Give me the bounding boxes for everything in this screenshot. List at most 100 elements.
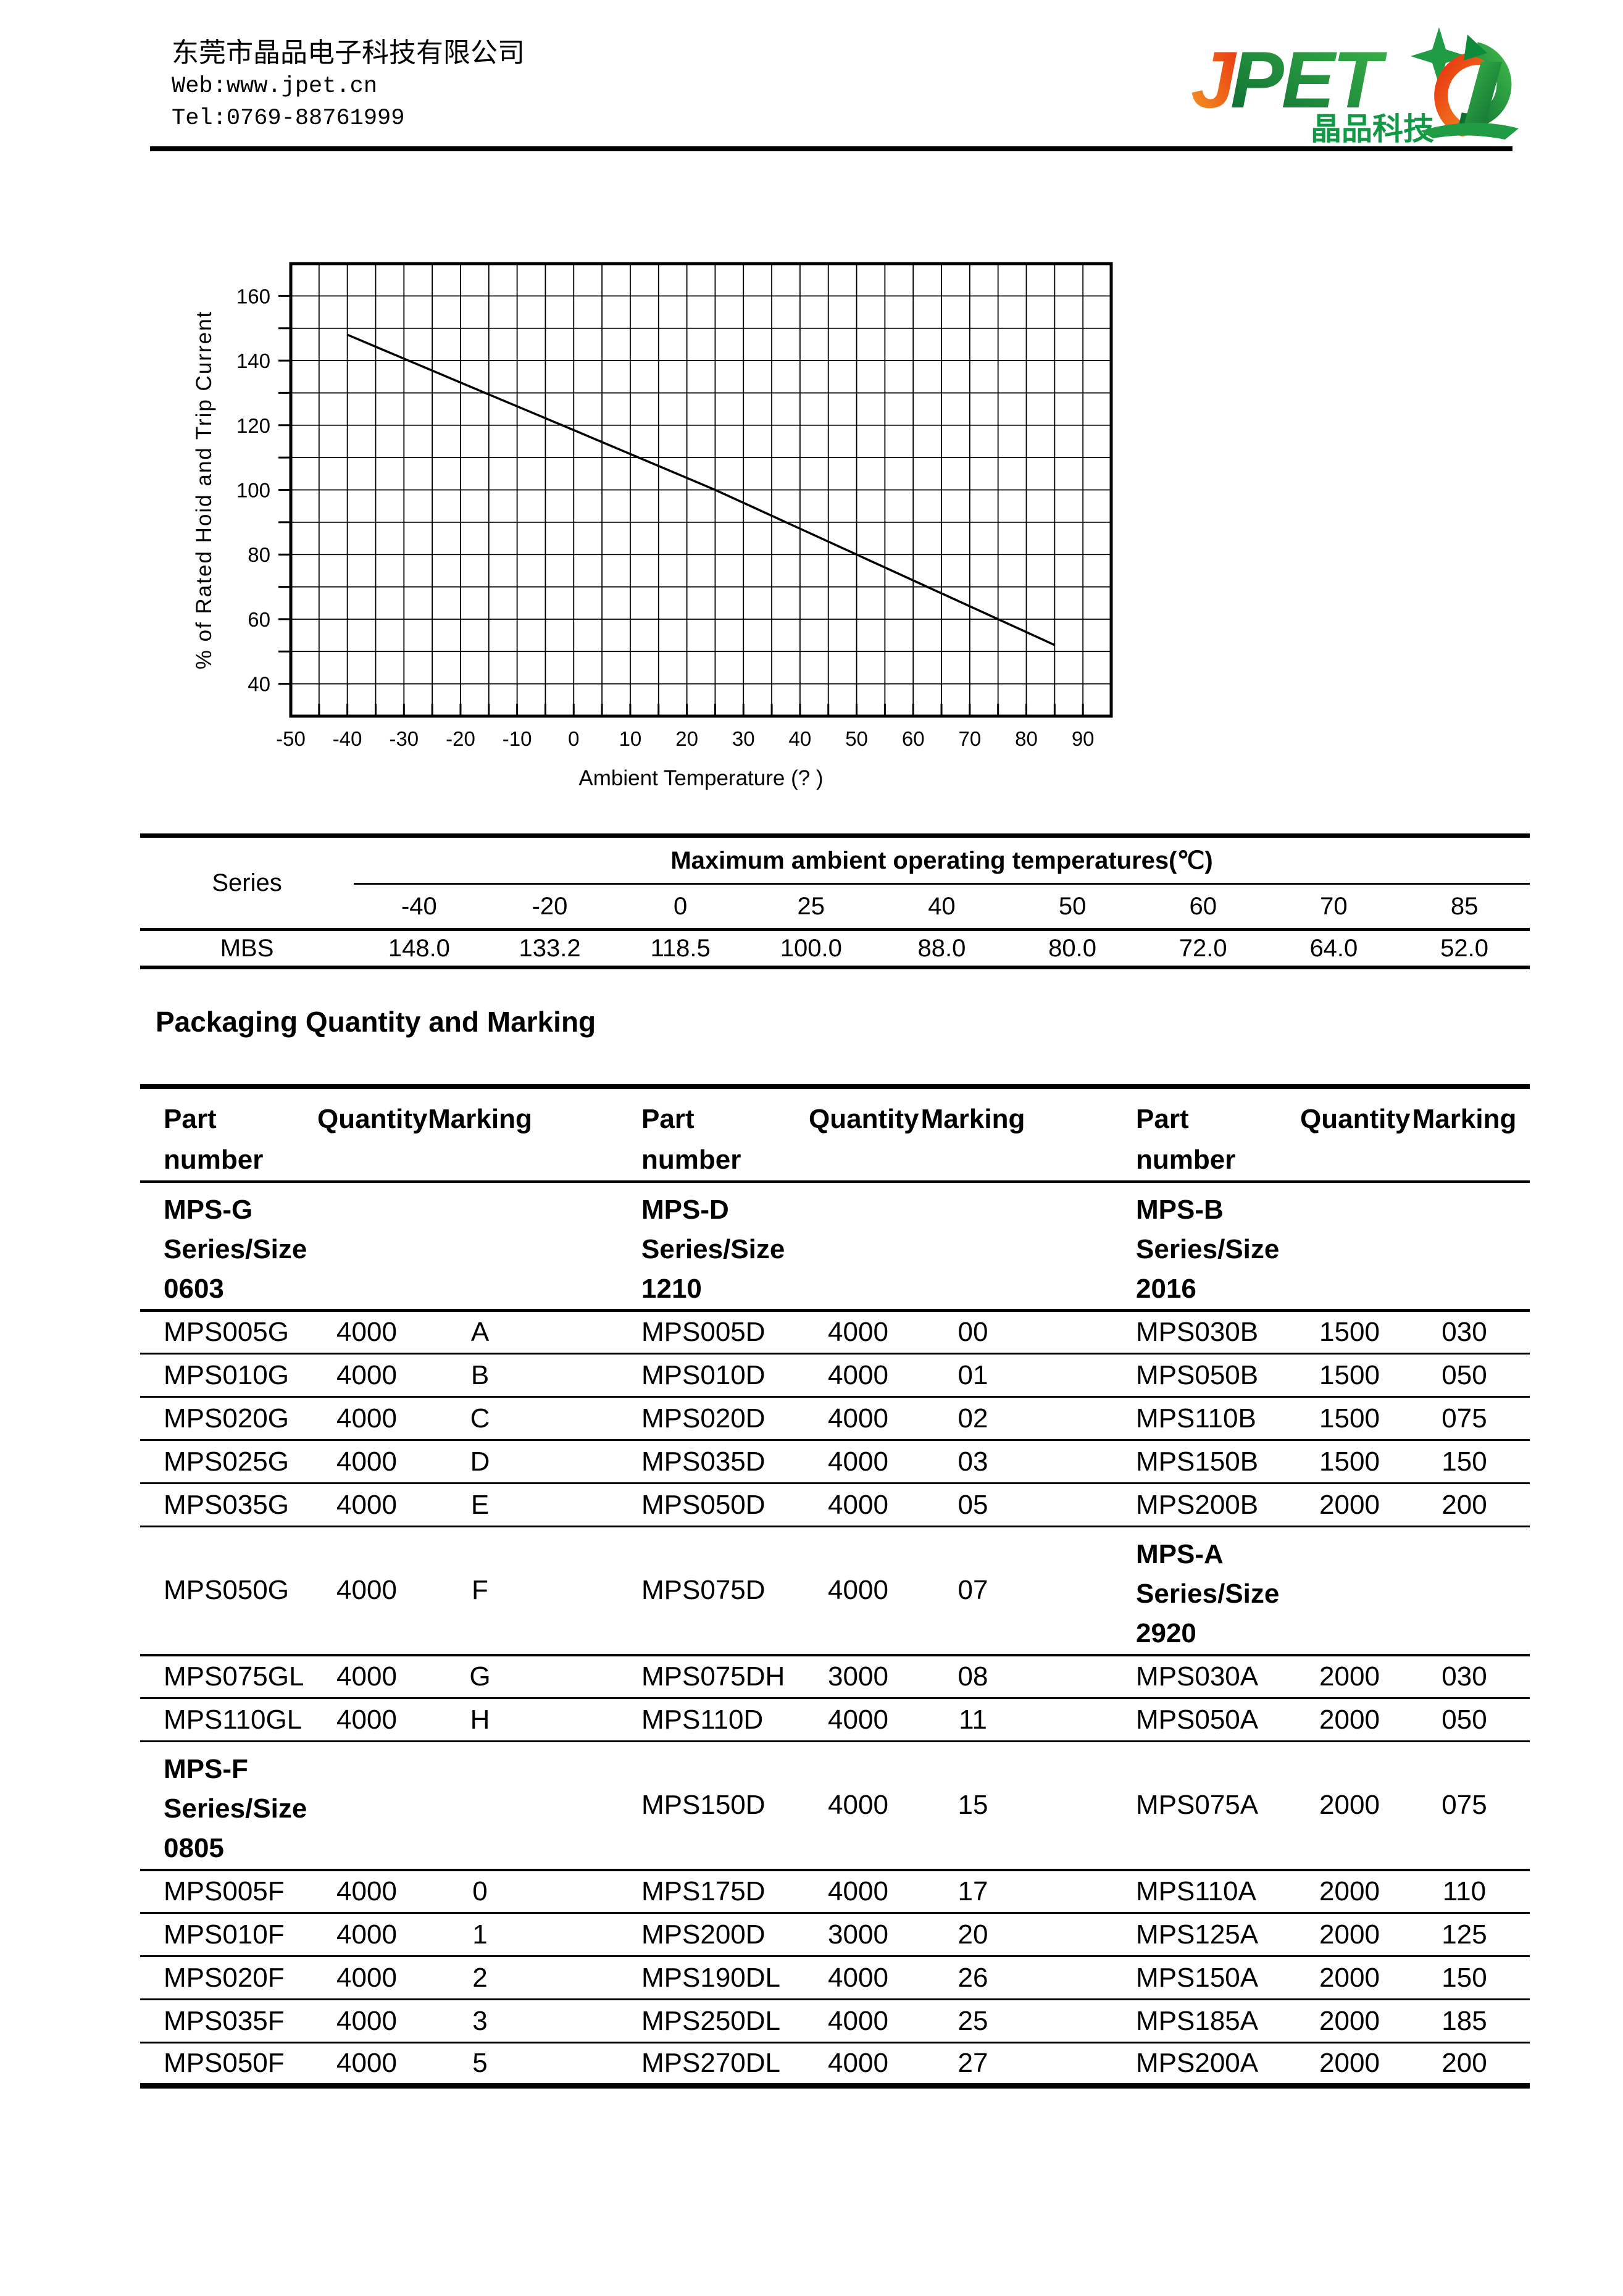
jpet-logo: J PET 晶品科技 [1191, 27, 1519, 146]
series-column-header: Series [140, 835, 354, 931]
marking-cell: 11 [907, 1698, 1038, 1742]
logo-letters-pet: PET [1230, 35, 1387, 125]
logo-cjk-text: 晶品科技 [1311, 112, 1434, 146]
marking-cell: E [416, 1483, 544, 1527]
marking-cell: B [416, 1353, 544, 1398]
quantity-cell [809, 1182, 907, 1312]
packaging-quantity-marking-table: Part number Quantity Marking Part number Quant… [140, 1084, 1530, 2089]
quantity-cell: 4000 [809, 1483, 907, 1527]
part-number-cell: MPS075A [1038, 1741, 1300, 1871]
chart-y-tick-label: 100 [236, 479, 270, 502]
derating-value-cell: 148.0 [388, 934, 450, 962]
part-number-cell: MPS050F [164, 2048, 285, 2078]
column-header-cell: Marking [907, 1087, 1038, 1183]
series-size-group-label: MPS-G Series/Size 0603 [140, 1182, 317, 1312]
derating-value-cell: 72.0 [1179, 934, 1227, 962]
marking-cell: 200 [1399, 1483, 1530, 1527]
chart-y-tick-label: 80 [248, 543, 270, 566]
chart-x-tick-label: 50 [845, 727, 868, 750]
quantity-cell: 4000 [317, 1956, 416, 2000]
table-row: MPS005F 4000 0 MPS175D 4000 17 MPS110A 2000 110 [140, 1869, 1530, 1914]
marking-cell: 050 [1399, 1353, 1530, 1398]
temperature-column-header: 25 [745, 883, 877, 931]
part-number-cell: MPS030A [1038, 1655, 1300, 1699]
quantity-cell: 2000 [1319, 2048, 1380, 2078]
derating-value-cell: 118.5 [650, 934, 711, 962]
quantity-cell: 4000 [828, 2048, 888, 2078]
quantity-cell: 2000 [1300, 1655, 1399, 1699]
marking-cell: F [416, 1526, 544, 1656]
quantity-cell: 4000 [317, 1698, 416, 1742]
max-ambient-temp-table: Series Maximum ambient operating temperat… [140, 833, 1530, 969]
marking-cell: H [416, 1698, 544, 1742]
marking-cell: 00 [907, 1310, 1038, 1355]
quantity-cell: 4000 [317, 1655, 416, 1699]
quantity-cell: 4000 [809, 1999, 907, 2043]
chart-x-tick-label: 40 [789, 727, 812, 750]
quantity-cell: 4000 [317, 1440, 416, 1484]
marking-cell: A [416, 1310, 544, 1355]
quantity-cell: 4000 [809, 1310, 907, 1355]
marking-cell: 1 [416, 1913, 544, 1957]
marking-cell [907, 1182, 1038, 1312]
quantity-cell: 2000 [1300, 1956, 1399, 2000]
quantity-cell: 4000 [317, 1396, 416, 1441]
marking-cell: 03 [907, 1440, 1038, 1484]
derating-value-cell: 100.0 [780, 934, 842, 962]
quantity-cell: 4000 [809, 1741, 907, 1871]
table-row: MPS010F 4000 1 MPS200D 3000 20 MPS125A 2000 125 [140, 1913, 1530, 1957]
marking-cell [416, 1741, 544, 1871]
temperatures-span-header: Maximum ambient operating temperatures(℃… [354, 835, 1530, 885]
marking-cell: 08 [907, 1655, 1038, 1699]
part-number-cell: MPS035G [140, 1483, 317, 1527]
part-number-cell: MPS050A [1038, 1698, 1300, 1742]
part-number-cell: MPS035D [544, 1440, 809, 1484]
part-number-cell: MPS110B [1038, 1396, 1300, 1441]
marking-cell: 185 [1399, 1999, 1530, 2043]
quantity-cell: 2000 [1300, 1483, 1399, 1527]
chart-x-tick-label: 10 [619, 727, 642, 750]
derating-value-cell: 80.0 [1048, 934, 1097, 962]
emblem-pillar [1464, 62, 1502, 126]
part-number-cell: MPS150B [1038, 1440, 1300, 1484]
marking-cell: 0 [416, 1869, 544, 1914]
quantity-cell [317, 1741, 416, 1871]
column-header-cell: Marking [416, 1087, 544, 1183]
part-number-cell: MPS270DL [641, 2048, 781, 2078]
chart-x-axis-title: Ambient Temperature (? ) [578, 766, 823, 790]
table-row: MPS025G 4000 D MPS035D 4000 03 MPS150B 1500 150 [140, 1440, 1530, 1484]
part-number-cell: MPS185A [1038, 1999, 1300, 2043]
chart-x-tick-label: -30 [389, 727, 419, 750]
marking-cell: 030 [1399, 1310, 1530, 1355]
chart-x-tick-label: -50 [276, 727, 306, 750]
quantity-cell: 1500 [1300, 1353, 1399, 1398]
part-number-cell: MPS125A [1038, 1913, 1300, 1957]
quantity-cell: 4000 [809, 1396, 907, 1441]
quantity-cell: 2000 [1300, 1741, 1399, 1871]
series-size-group-label: MPS-A Series/Size 2920 [1038, 1526, 1300, 1656]
quantity-cell: 4000 [809, 1698, 907, 1742]
marking-cell: 110 [1399, 1869, 1530, 1914]
chart-x-tick-label: 90 [1072, 727, 1095, 750]
part-number-cell: MPS200A [1136, 2048, 1259, 2078]
marking-cell: 075 [1399, 1396, 1530, 1441]
part-number-cell: MPS190DL [544, 1956, 809, 2000]
part-number-cell: MPS175D [544, 1869, 809, 1914]
temperature-column-header: 40 [876, 883, 1008, 931]
quantity-cell: 4000 [317, 1483, 416, 1527]
marking-cell: 030 [1399, 1655, 1530, 1699]
part-number-cell: MPS010F [140, 1913, 317, 1957]
part-number-cell: MPS110D [544, 1698, 809, 1742]
marking-cell: 075 [1399, 1741, 1530, 1871]
table-row: MPS005G 4000 A MPS005D 4000 00 MPS030B 1500 030 [140, 1310, 1530, 1355]
part-number-cell: MPS110GL [140, 1698, 317, 1742]
part-number-cell: MPS250DL [544, 1999, 809, 2043]
chart-x-tick-label: 60 [902, 727, 925, 750]
derating-value-cell: 133.2 [519, 934, 581, 962]
quantity-cell: 4000 [809, 1869, 907, 1914]
quantity-cell: 4000 [809, 1956, 907, 2000]
marking-cell: 200 [1442, 2048, 1487, 2078]
marking-cell: 05 [907, 1483, 1038, 1527]
marking-cell: 02 [907, 1396, 1038, 1441]
